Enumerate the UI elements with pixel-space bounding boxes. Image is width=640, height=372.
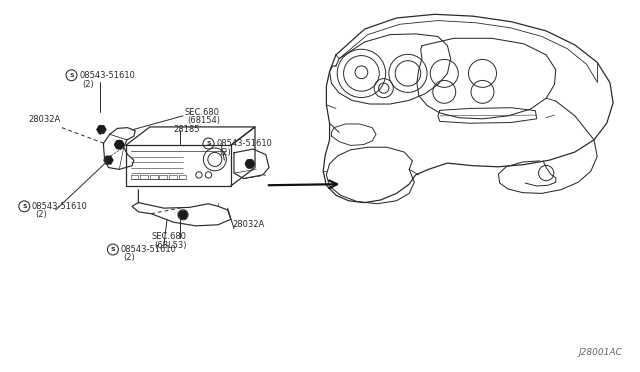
- Text: 08543-51610: 08543-51610: [120, 245, 177, 254]
- Text: (2): (2): [35, 210, 47, 219]
- Text: (68154): (68154): [188, 116, 220, 125]
- Text: S: S: [206, 141, 211, 146]
- Polygon shape: [97, 125, 106, 134]
- Text: 28032A: 28032A: [28, 115, 60, 124]
- Text: SEC.680: SEC.680: [185, 108, 220, 117]
- Text: S: S: [111, 247, 115, 252]
- Polygon shape: [103, 156, 113, 164]
- Text: 28032A: 28032A: [232, 220, 264, 229]
- Polygon shape: [245, 160, 255, 168]
- Text: 08543-51610: 08543-51610: [79, 71, 135, 80]
- Polygon shape: [178, 211, 188, 219]
- Text: (2): (2): [124, 253, 136, 263]
- Text: (2): (2): [83, 80, 94, 89]
- Text: 28185: 28185: [173, 125, 200, 134]
- Polygon shape: [114, 140, 124, 149]
- Text: SEC.680: SEC.680: [151, 232, 186, 241]
- Text: (2): (2): [220, 148, 231, 157]
- Text: 08543-51610: 08543-51610: [216, 139, 272, 148]
- Text: 08543-51610: 08543-51610: [32, 202, 88, 211]
- Text: S: S: [22, 204, 27, 209]
- Text: J28001AC: J28001AC: [579, 349, 623, 357]
- Text: S: S: [69, 73, 74, 78]
- Text: (68L53): (68L53): [154, 241, 187, 250]
